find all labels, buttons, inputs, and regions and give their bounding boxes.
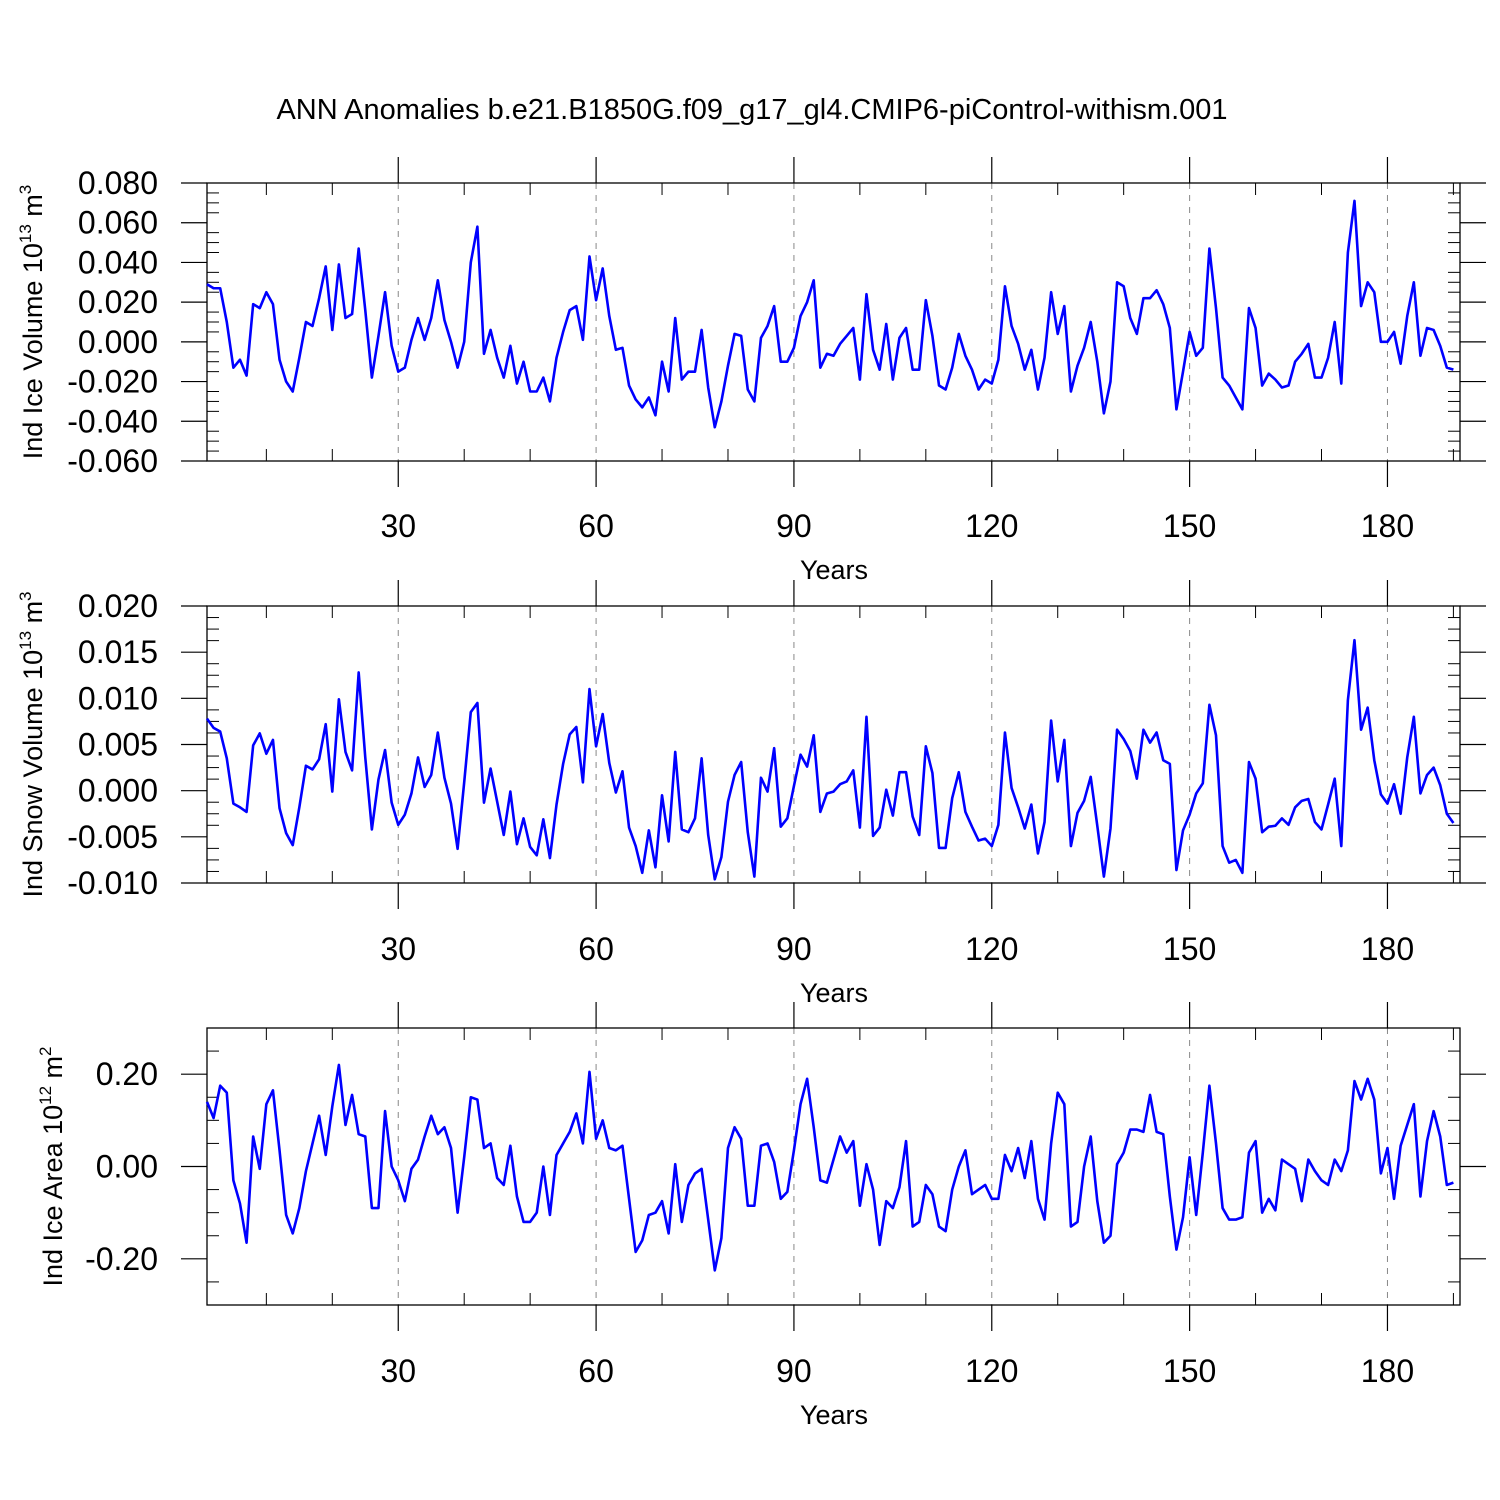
y-tick-label: 0.000 — [78, 324, 158, 360]
x-tick-label: 120 — [965, 1353, 1018, 1389]
y-tick-label: -0.010 — [67, 865, 158, 901]
y-tick-label: 0.00 — [96, 1149, 158, 1185]
y-axis-label-unit-exponent: 3 — [16, 185, 35, 194]
y-tick-label: 0.060 — [78, 205, 158, 241]
chart-panel-1: 30 60 90 120 150 180 -0.060 -0.040-0.020 0.000 0.… — [16, 157, 1486, 585]
y-tick-label: -0.005 — [67, 819, 158, 855]
x-tick-label: 180 — [1361, 931, 1414, 967]
series-line — [205, 638, 1455, 881]
y-tick-label: 0.015 — [78, 634, 158, 670]
series-line — [206, 199, 1454, 429]
x-tick-label: 30 — [380, 508, 416, 544]
x-tick-label: 180 — [1361, 1353, 1414, 1389]
y-tick-label: 0.020 — [78, 284, 158, 320]
chart-panel-2: 30 60 90 120 150 180 -0.010 -0.005 0.000 0.005 0.0… — [16, 580, 1486, 1008]
panels: 30 60 90 120 150 180 -0.060 -0.040-0.020 0.000 0.… — [16, 157, 1486, 1430]
y-tick-label: 0.20 — [96, 1056, 158, 1092]
y-axis-label-unit: m — [18, 601, 48, 631]
y-tick-label: 0.010 — [78, 680, 158, 716]
series-line — [205, 1063, 1454, 1272]
plot-frame — [206, 182, 1461, 462]
x-tick-label: 150 — [1163, 931, 1216, 967]
x-tick-label: 60 — [578, 508, 614, 544]
y-tick-label: -0.020 — [67, 364, 158, 400]
y-tick-label: -0.040 — [67, 403, 158, 439]
x-tick-label: 90 — [776, 508, 812, 544]
y-axis-label-text: Ind Snow Volume 10 — [18, 650, 48, 898]
y-tick-label: 0.005 — [78, 727, 158, 763]
x-axis-label: Years — [800, 1400, 868, 1430]
y-tick-label: 0.020 — [78, 588, 158, 624]
chart-panel-3: 30 60 90 120 150 180 -0.20 0.00 0.20 Years Ind Ice… — [36, 1002, 1486, 1430]
x-tick-label: 90 — [776, 931, 812, 967]
y-axis-label: Ind Ice Volume 1013 m3 — [16, 185, 48, 460]
plot-frame — [206, 1027, 1461, 1306]
plot-frame — [206, 605, 1461, 884]
y-axis-label-unit: m — [38, 1056, 68, 1086]
y-axis-label-unit: m — [18, 194, 48, 224]
x-tick-label: 150 — [1163, 508, 1216, 544]
y-axis-label-exponent: 12 — [36, 1086, 55, 1105]
x-axis-label: Years — [800, 978, 868, 1008]
x-tick-label: 90 — [776, 1353, 812, 1389]
y-axis-label-text: Ind Ice Volume 10 — [18, 243, 48, 459]
y-axis-label-exponent: 13 — [16, 631, 35, 650]
x-tick-label: 120 — [965, 508, 1018, 544]
x-tick-label: 60 — [578, 1353, 614, 1389]
y-axis-label: Ind Snow Volume 1013 m3 — [16, 591, 48, 897]
x-tick-label: 150 — [1163, 1353, 1216, 1389]
y-axis-label-text: Ind Ice Area 10 — [38, 1105, 68, 1287]
y-tick-label: -0.20 — [85, 1241, 158, 1277]
y-tick-label: 0.080 — [78, 165, 158, 201]
y-axis-label: Ind Ice Area 1012 m2 — [36, 1046, 68, 1286]
x-axis-label: Years — [800, 555, 868, 585]
y-tick-label: -0.060 — [67, 443, 158, 479]
x-tick-label: 180 — [1361, 508, 1414, 544]
x-tick-label: 120 — [965, 931, 1018, 967]
y-tick-label: 0.000 — [78, 773, 158, 809]
y-tick-label: 0.040 — [78, 244, 158, 280]
x-tick-label: 30 — [380, 1353, 416, 1389]
x-tick-label: 60 — [578, 931, 614, 967]
x-tick-label: 30 — [380, 931, 416, 967]
y-axis-label-exponent: 13 — [16, 224, 35, 243]
figure-title: ANN Anomalies b.e21.B1850G.f09_g17_gl4.C… — [276, 94, 1227, 126]
y-axis-label-unit-exponent: 2 — [36, 1046, 55, 1055]
y-axis-label-unit-exponent: 3 — [16, 591, 35, 600]
